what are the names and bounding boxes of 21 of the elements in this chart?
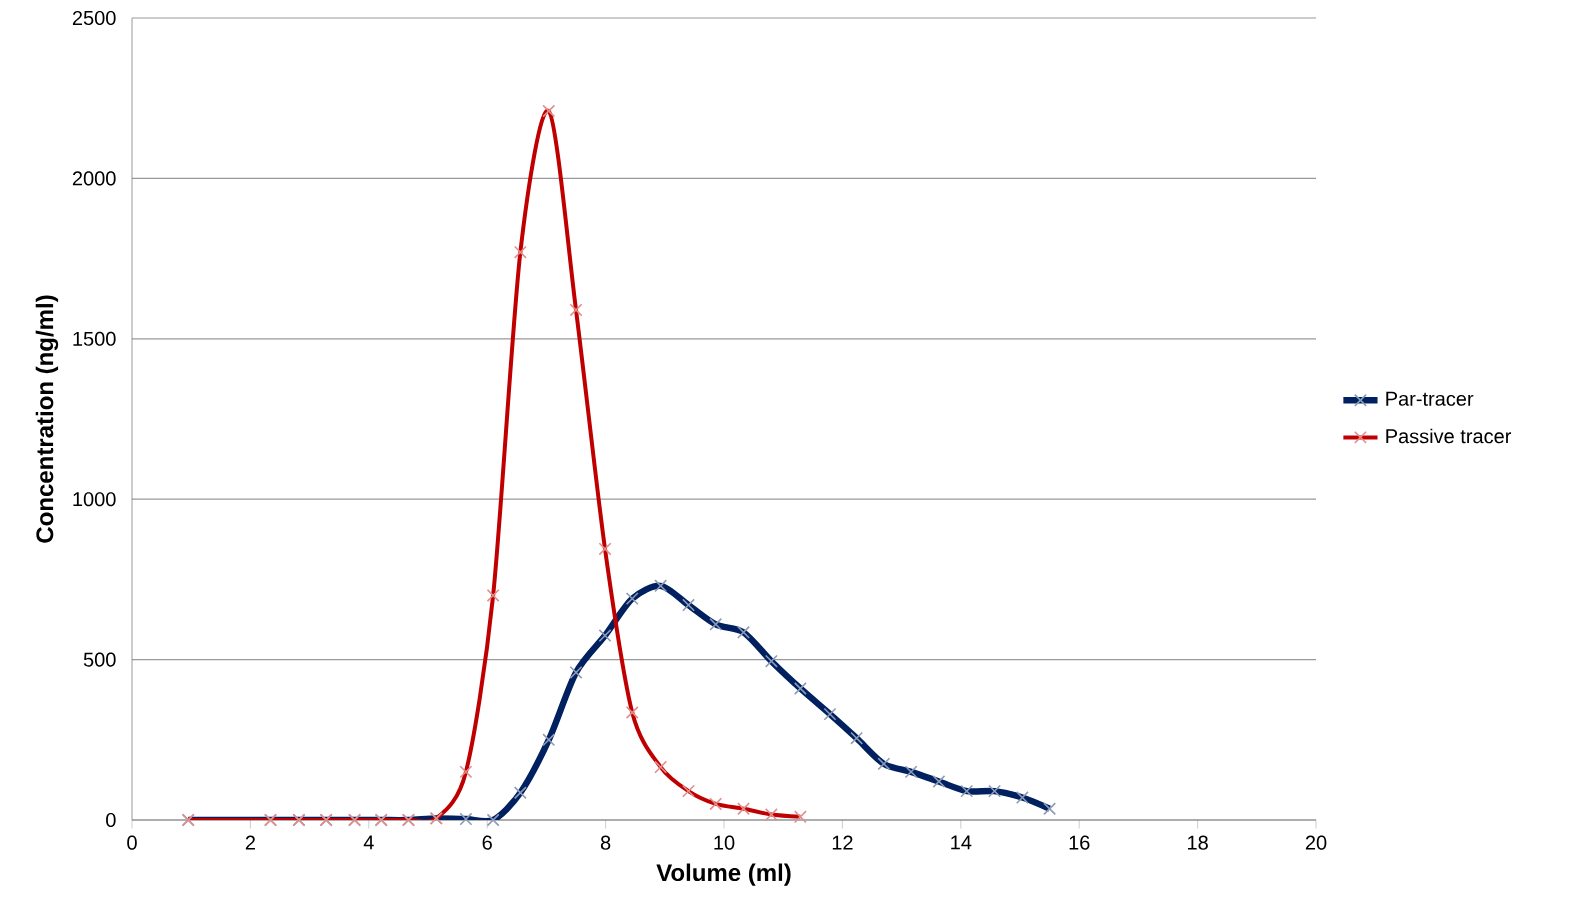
x-tick-label: 20 bbox=[1305, 835, 1327, 850]
y-axis-title: Concentration (ng/ml) bbox=[35, 295, 59, 543]
x-tick-label: 6 bbox=[482, 835, 492, 850]
legend-label: Par-tracer bbox=[1386, 391, 1474, 406]
y-tick-label: 1500 bbox=[73, 331, 116, 346]
legend-label: Passive tracer bbox=[1386, 428, 1512, 444]
x-tick-label: 4 bbox=[363, 835, 374, 850]
x-tick-label: 8 bbox=[600, 835, 611, 850]
x-tick-label: 16 bbox=[1069, 835, 1090, 850]
y-tick-label: 500 bbox=[83, 652, 116, 667]
y-tick-label: 1000 bbox=[73, 492, 116, 507]
x-tick-label: 12 bbox=[832, 835, 853, 850]
x-tick-label: 18 bbox=[1188, 835, 1208, 850]
x-axis-title: Volume (ml) bbox=[656, 863, 791, 886]
x-tick-label: 14 bbox=[951, 835, 972, 850]
x-tick-label: 2 bbox=[245, 835, 255, 850]
y-tick-label: 2000 bbox=[72, 171, 116, 186]
x-tick-label: 10 bbox=[714, 835, 735, 850]
y-tick-label: 2500 bbox=[72, 10, 116, 26]
x-tick-label: 0 bbox=[127, 835, 137, 850]
y-tick-label: 0 bbox=[106, 812, 116, 828]
